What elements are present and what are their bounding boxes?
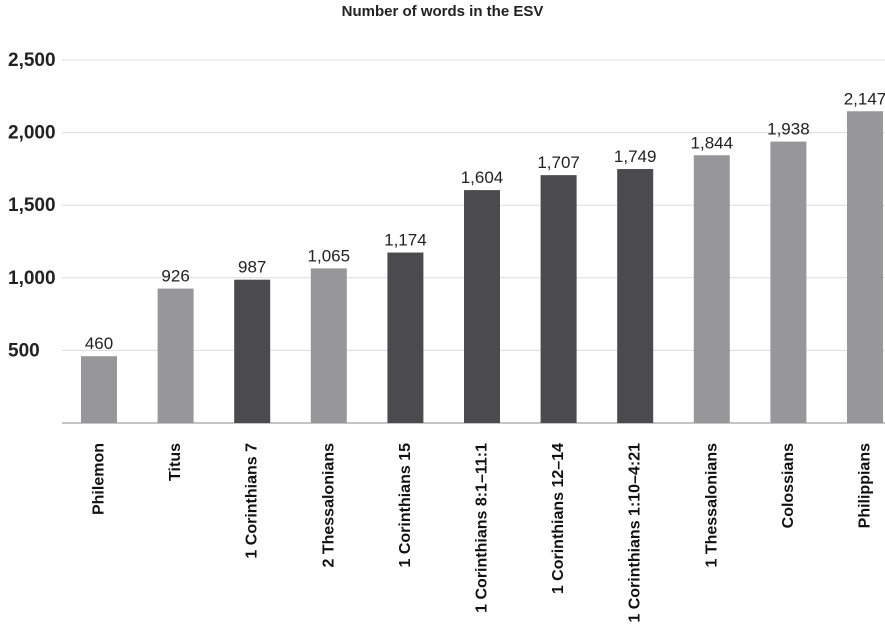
y-axis-ticks: 500 1,000 1,500 2,000 2,500 [8,50,56,361]
bar [157,288,194,423]
data-label: 460 [85,334,113,353]
data-label: 1,749 [614,147,657,166]
data-label: 1,844 [691,133,734,152]
data-label: 1,065 [308,246,351,265]
category-label: Titus [167,443,184,481]
category-label: 1 Corinthians 12–14 [550,443,567,594]
data-label: 926 [161,267,189,286]
bar [847,111,883,423]
bar [234,279,271,423]
category-label: Philemon [91,443,108,515]
y-tick-label: 2,500 [8,50,56,71]
bar [540,175,577,423]
category-label: 1 Corinthians 1:10–4:21 [627,443,644,623]
chart-title: Number of words in the ESV [341,3,544,20]
data-label: 1,938 [767,120,810,139]
bar [693,155,730,423]
bar [310,268,347,423]
bar [770,141,807,423]
data-label: 987 [238,258,266,277]
data-label: 1,707 [537,153,580,172]
bars [81,111,883,423]
category-label: Philippians [857,443,874,528]
category-label: 1 Thessalonians [703,443,720,568]
bar [617,169,654,423]
category-label: 2 Thessalonians [320,443,337,568]
data-label: 1,604 [461,168,504,187]
bar [81,356,117,423]
y-tick-label: 1,000 [8,268,56,289]
category-label: 1 Corinthians 15 [397,443,414,568]
y-tick-label: 2,000 [8,123,56,144]
y-tick-label: 500 [8,340,40,361]
category-label: 1 Corinthians 7 [244,443,261,559]
bar [387,252,424,423]
category-label: 1 Corinthians 8:1–11:1 [474,443,491,613]
data-label: 1,174 [384,231,427,250]
data-label: 2,147 [844,89,885,108]
bar [464,190,500,423]
x-axis-category-labels: Philemon Titus 1 Corinthians 7 2 Thessaloni… [91,443,874,623]
y-tick-label: 1,500 [8,195,56,216]
data-labels: 460 926 987 1,065 1,174 1,604 1,707 1,749 1,844 1… [85,89,885,353]
category-label: Colossians [780,443,797,528]
